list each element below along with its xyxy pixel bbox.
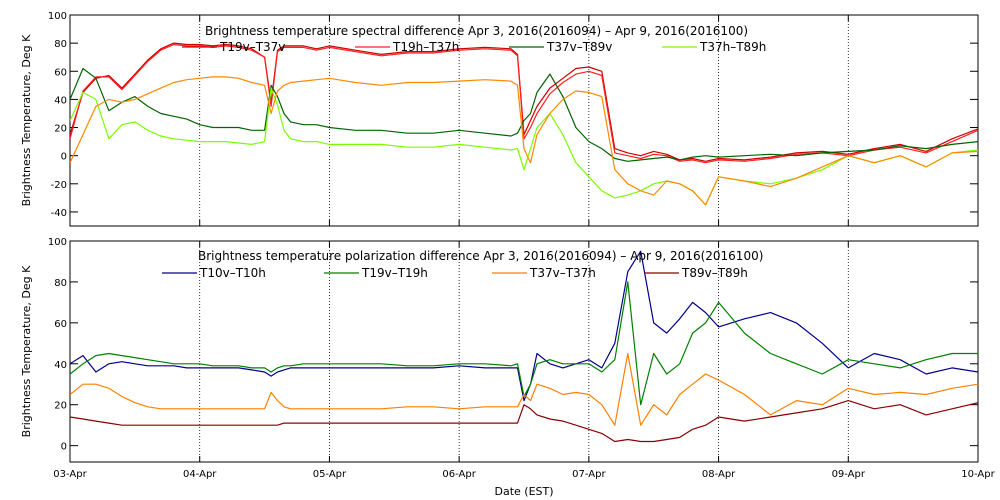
x-tick-label: 06-Apr xyxy=(442,469,476,480)
legend-entry: T37h–T89h xyxy=(699,40,766,54)
plot-frame xyxy=(69,240,979,463)
series-group xyxy=(70,250,978,443)
series-line-t37v-t89v xyxy=(70,67,978,162)
y-tick-label: 60 xyxy=(54,319,67,330)
y-tick-label: 0 xyxy=(61,152,67,163)
series-line-t19h-t37h xyxy=(70,43,978,164)
chart-panel-1: -40 -20 0 20 40 60 80 100 Brightness Temperature… xyxy=(20,11,979,227)
chart-title: Brightness temperature spectral differen… xyxy=(205,24,748,38)
legend-entry: T10v–T10h xyxy=(199,266,266,280)
x-tick-label: 09-Apr xyxy=(832,469,866,480)
x-tick-label: 05-Apr xyxy=(313,469,347,480)
x-tick-label: 10-Apr xyxy=(961,469,995,480)
y-tick-label: 20 xyxy=(54,124,67,135)
y-tick-label: 60 xyxy=(54,67,67,78)
chart-title: Brightness temperature polarization diff… xyxy=(198,249,763,263)
y-tick-label: 80 xyxy=(54,278,67,289)
legend-entry: T37v–T89v xyxy=(546,40,612,54)
y-tick-label: -40 xyxy=(51,208,67,219)
series-line-t19v-t19h xyxy=(70,281,978,406)
series-line-t10v-t10h xyxy=(70,250,978,402)
x-tick-label: 04-Apr xyxy=(183,469,217,480)
y-tick-label: 100 xyxy=(48,11,67,22)
y-tick-label: 80 xyxy=(54,39,67,50)
chart-panel-2: 03-Apr 04-Apr 05-Apr 06-Apr 07-Apr 08-Apr 09-A… xyxy=(20,237,996,498)
y-tick-label: 40 xyxy=(54,360,67,371)
y-tick-label: 0 xyxy=(61,442,67,453)
legend-entry: T19h–T37h xyxy=(392,40,459,54)
legend-entry: T89v–T89h xyxy=(681,266,748,280)
y-tick-label: 100 xyxy=(48,237,67,248)
y-axis-label: Brightness Temperature, Deg K xyxy=(20,265,33,437)
y-tick-label: 40 xyxy=(54,95,67,106)
series-line-t19v-t37v xyxy=(70,42,978,162)
series-line-unlabeled-4 xyxy=(70,76,978,206)
x-axis-label: Date (EST) xyxy=(494,485,553,498)
y-tick-label: -20 xyxy=(51,180,67,191)
legend-entry: T19v–T19h xyxy=(361,266,428,280)
series-line-t89v-t89h xyxy=(70,400,978,443)
legend-entry: T19v–T37v xyxy=(219,40,285,54)
series-line-t37v-t37h xyxy=(70,352,978,426)
series-group xyxy=(70,42,978,206)
y-tick-label: 20 xyxy=(54,401,67,412)
y-axis-label: Brightness Temperature, Deg K xyxy=(20,34,33,206)
legend-entry: T37v–T37h xyxy=(529,266,596,280)
x-tick-label: 07-Apr xyxy=(572,469,606,480)
x-tick-label: 08-Apr xyxy=(702,469,736,480)
x-tick-label: 03-Apr xyxy=(53,469,87,480)
